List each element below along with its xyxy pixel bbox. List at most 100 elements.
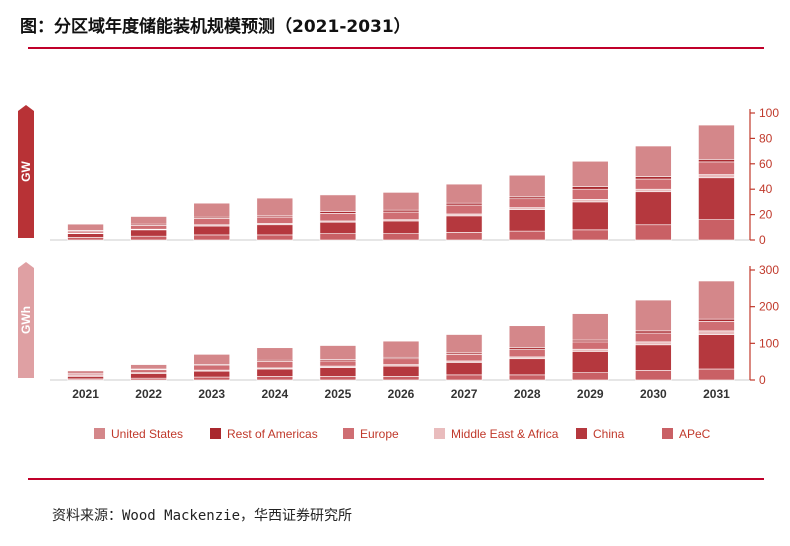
bar-segment xyxy=(635,145,672,177)
bar-segment xyxy=(382,358,420,365)
bar-segment xyxy=(319,194,357,212)
legend-swatch xyxy=(94,428,105,439)
bar-segment xyxy=(256,368,294,377)
bar-segment xyxy=(698,321,735,332)
x-tick-label: 2024 xyxy=(261,387,288,401)
bar-segment xyxy=(635,224,672,241)
bar-segment xyxy=(635,178,672,190)
bar-segment xyxy=(445,374,483,381)
bar-segment xyxy=(382,192,420,211)
bar-segment xyxy=(193,202,231,218)
bar-segment xyxy=(571,186,609,190)
legend-label: APeC xyxy=(679,427,711,441)
bar-segment xyxy=(635,341,672,346)
bar-segment xyxy=(256,347,294,361)
bar-segment xyxy=(698,318,735,322)
unit-banner xyxy=(18,105,34,238)
bar-segment xyxy=(508,174,546,198)
bar-segment xyxy=(571,351,609,373)
legend-swatch xyxy=(662,428,673,439)
bar-segment xyxy=(571,341,609,350)
bar-segment xyxy=(635,299,672,332)
bar-segment xyxy=(67,223,104,231)
bar-segment xyxy=(319,376,357,381)
bar-segment xyxy=(571,188,609,200)
bar-segment xyxy=(698,159,735,163)
bar-segment xyxy=(256,216,294,224)
bar-segment xyxy=(319,221,357,234)
bar-segment xyxy=(319,367,357,377)
bar-segment xyxy=(130,235,167,241)
legend-label: Rest of Americas xyxy=(227,427,318,441)
bar-segment xyxy=(445,232,483,241)
bar-segment xyxy=(193,370,231,378)
bar-segment xyxy=(319,233,357,241)
x-tick-label: 2028 xyxy=(514,387,541,401)
bar-segment xyxy=(382,340,420,358)
bar-segment xyxy=(445,334,483,354)
bar-segment xyxy=(130,229,167,237)
bar-segment xyxy=(635,332,672,343)
footer-divider xyxy=(28,478,764,480)
unit-banner xyxy=(18,262,34,378)
bar-segment xyxy=(698,177,735,220)
bar-segment xyxy=(319,213,357,222)
bar-segment xyxy=(445,204,483,215)
bar-segment xyxy=(319,360,357,367)
source-note: 资料来源：Wood Mackenzie，华西证券研究所 xyxy=(52,508,353,524)
legend-label: United States xyxy=(111,427,183,441)
bar-segment xyxy=(67,370,104,375)
bar-segment xyxy=(193,354,231,365)
bar-segment xyxy=(319,345,357,360)
bar-segment xyxy=(193,218,231,226)
bar-segment xyxy=(382,376,420,381)
x-tick-label: 2026 xyxy=(388,387,415,401)
bar-segment xyxy=(193,234,231,241)
x-tick-label: 2025 xyxy=(325,387,352,401)
bar-segment xyxy=(698,368,735,381)
bar-segment xyxy=(698,330,735,335)
bar-segment xyxy=(382,220,420,234)
figure-title: 图：分区域年度储能装机规模预测（2021-2031） xyxy=(20,17,411,37)
x-tick-label: 2029 xyxy=(577,387,604,401)
bar-segment xyxy=(130,369,167,373)
bar-segment xyxy=(508,209,546,232)
bar-segment xyxy=(256,197,294,217)
bar-segment xyxy=(698,174,735,179)
y-tick-label: 100 xyxy=(759,336,779,350)
bar-segment xyxy=(571,199,609,203)
bar-segment xyxy=(193,376,231,381)
bar-segment xyxy=(571,372,609,381)
bar-segment xyxy=(382,365,420,377)
bar-segment xyxy=(445,183,483,204)
y-tick-label: 100 xyxy=(759,106,779,120)
bar-segment xyxy=(508,230,546,241)
x-tick-label: 2021 xyxy=(72,387,99,401)
bar-segment xyxy=(256,376,294,381)
bar-segment xyxy=(193,225,231,236)
bar-segment xyxy=(382,233,420,241)
bar-segment xyxy=(571,229,609,241)
bar-segment xyxy=(130,373,167,379)
legend-label: Europe xyxy=(360,427,399,441)
bar-segment xyxy=(445,215,483,233)
unit-label: GWh xyxy=(19,306,33,334)
y-tick-label: 80 xyxy=(759,131,773,145)
bar-segment xyxy=(508,325,546,349)
bar-segment xyxy=(698,124,735,160)
bar-segment xyxy=(508,358,546,376)
y-tick-label: 20 xyxy=(759,208,773,222)
legend-swatch xyxy=(576,428,587,439)
bar-segment xyxy=(445,354,483,362)
x-tick-label: 2023 xyxy=(198,387,225,401)
bar-segment xyxy=(508,349,546,358)
bar-segment xyxy=(635,344,672,371)
bar-segment xyxy=(635,176,672,180)
y-tick-label: 60 xyxy=(759,157,773,171)
bar-segment xyxy=(571,201,609,231)
bar-segment xyxy=(130,216,167,225)
bar-segment xyxy=(256,234,294,241)
y-tick-label: 200 xyxy=(759,300,779,314)
legend-swatch xyxy=(343,428,354,439)
